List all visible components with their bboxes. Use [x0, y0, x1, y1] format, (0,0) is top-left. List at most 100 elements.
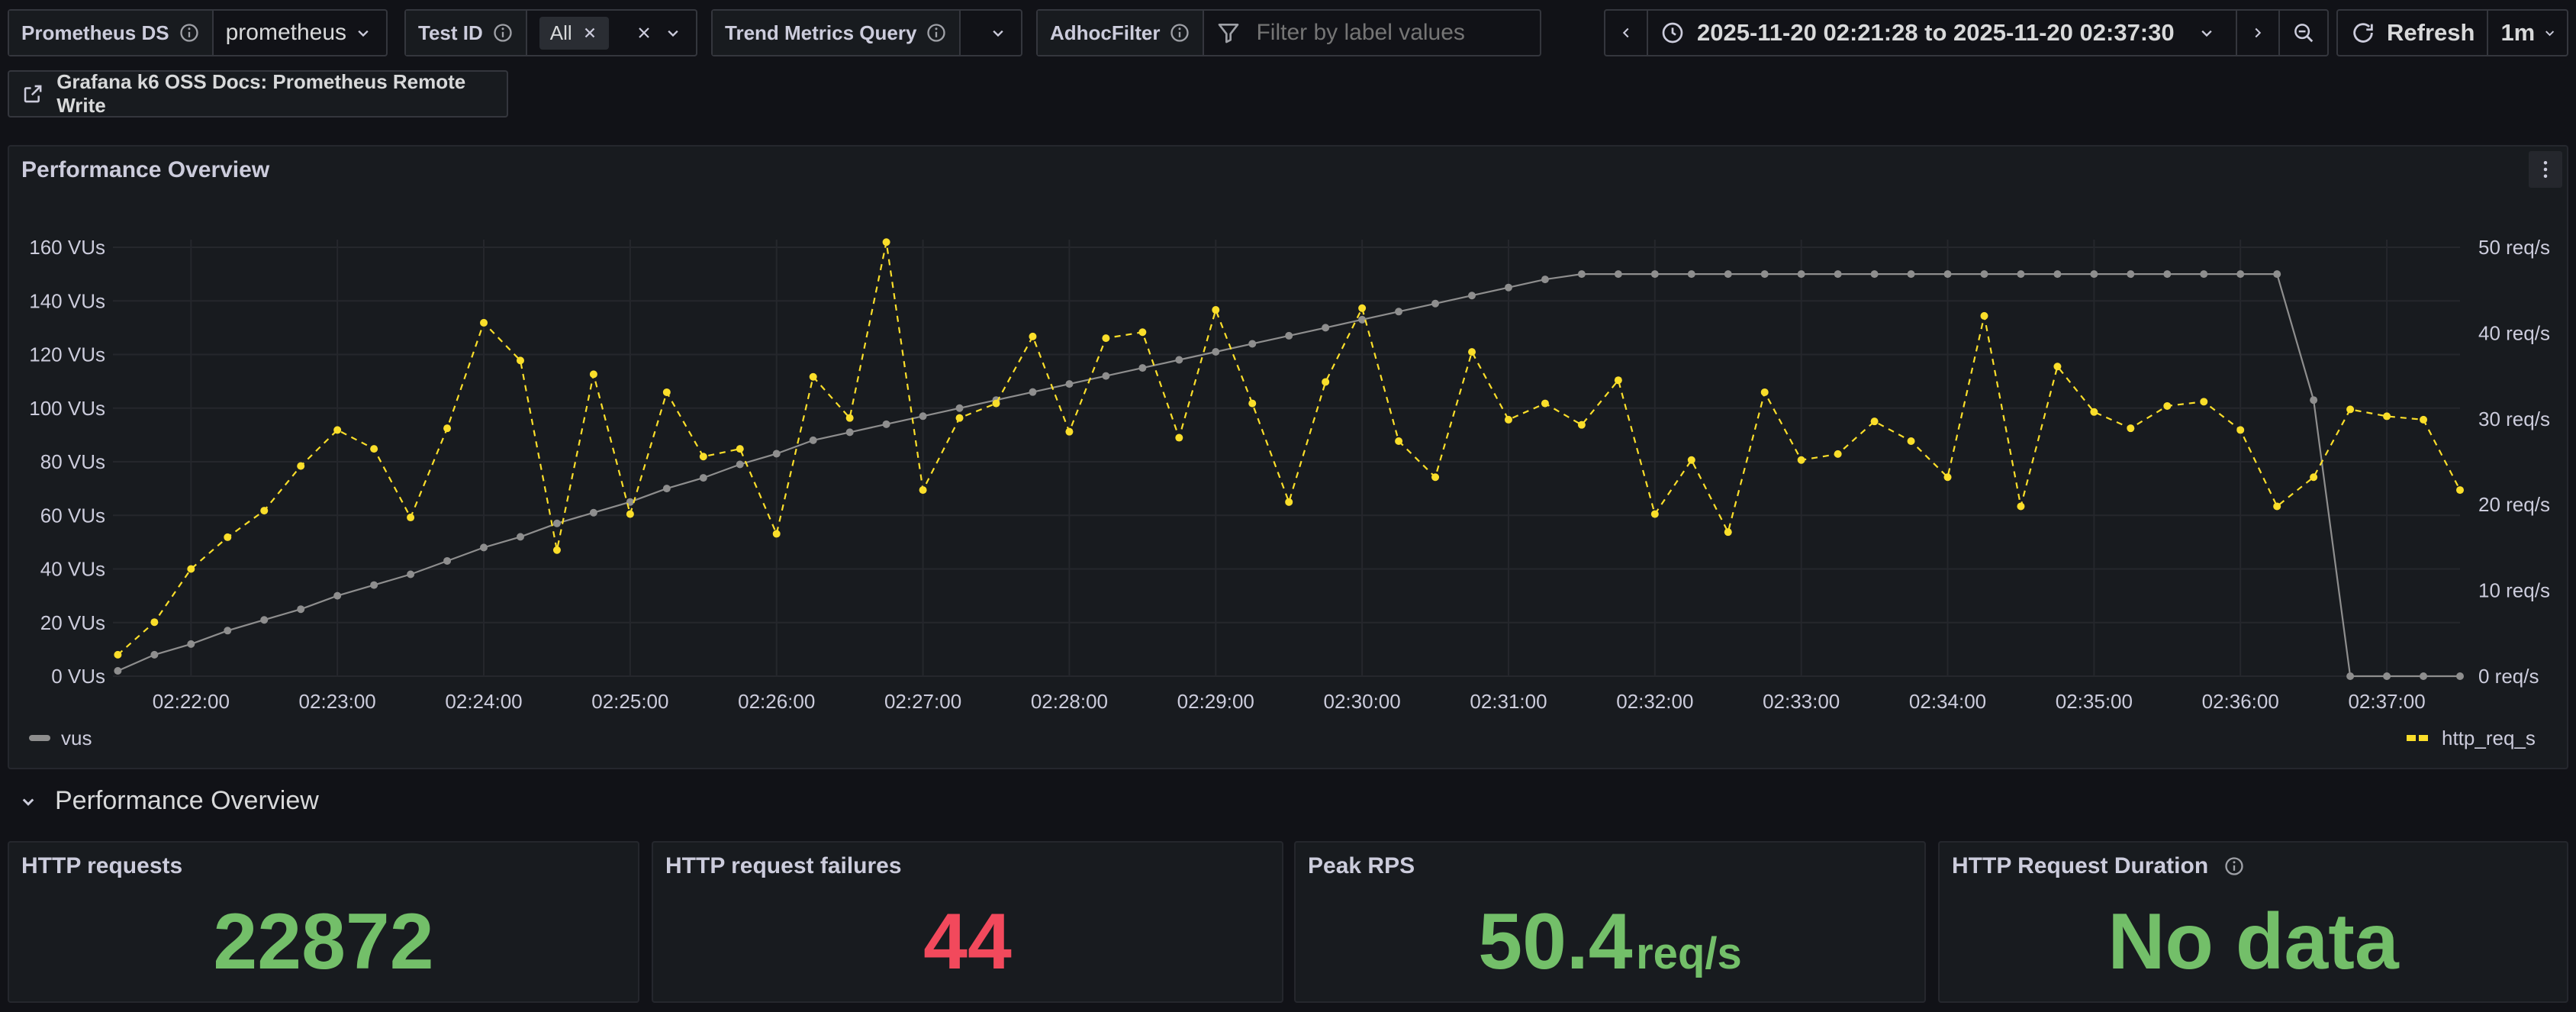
data-point-vus — [2053, 270, 2062, 279]
data-point-vus — [1687, 270, 1695, 279]
data-point-http_req_s — [297, 462, 305, 470]
y-left-tick-label: 160 VUs — [29, 236, 105, 259]
y-left-tick-label: 60 VUs — [40, 504, 105, 527]
data-point-vus — [2383, 672, 2391, 680]
data-point-vus — [809, 436, 817, 444]
data-point-http_req_s — [516, 356, 524, 365]
chevron-down-icon — [2545, 31, 2555, 37]
data-point-vus — [260, 616, 269, 624]
data-point-http_req_s — [1760, 388, 1769, 396]
stat-title: HTTP request failures — [665, 853, 902, 878]
stat-value: 50.4 — [1478, 898, 1633, 986]
zoom-out-button[interactable] — [2280, 11, 2327, 55]
data-point-http_req_s — [2456, 486, 2464, 495]
datasource-select[interactable]: prometheus — [214, 11, 386, 55]
refresh-button[interactable]: Refresh — [2338, 11, 2489, 55]
legend-swatch-http-req-s — [2419, 735, 2428, 741]
refresh-interval-select[interactable]: 1m — [2488, 11, 2571, 55]
data-point-http_req_s — [2053, 363, 2062, 371]
docs-link-label: Grafana k6 OSS Docs: Prometheus Remote W… — [56, 70, 466, 117]
y-left-tick-label: 40 VUs — [40, 558, 105, 581]
data-point-http_req_s — [1175, 433, 1183, 442]
data-point-http_req_s — [1322, 378, 1330, 386]
data-point-vus — [2127, 270, 2135, 279]
stat-title: Peak RPS — [1308, 853, 1415, 878]
x-tick-label: 02:31:00 — [1470, 690, 1547, 713]
data-point-vus — [1504, 283, 1512, 292]
data-point-http_req_s — [2310, 473, 2318, 482]
row-title: Performance Overview — [55, 786, 319, 815]
data-point-vus — [699, 474, 707, 482]
test-id-label: Test ID — [418, 21, 483, 44]
data-point-http_req_s — [589, 370, 597, 379]
adhoc-filter-input-wrap[interactable] — [1204, 11, 1560, 55]
y-left-tick-label: 120 VUs — [29, 343, 105, 366]
x-tick-label: 02:32:00 — [1616, 690, 1693, 713]
y-right-tick-label: 20 req/s — [2478, 493, 2550, 516]
stat-value: No data — [2107, 898, 2399, 986]
data-point-http_req_s — [150, 618, 159, 627]
x-tick-label: 02:27:00 — [884, 690, 961, 713]
x-tick-label: 02:22:00 — [153, 690, 230, 713]
data-point-vus — [1870, 270, 1879, 279]
x-tick-label: 02:28:00 — [1031, 690, 1108, 713]
adhoc-filter-input[interactable] — [1254, 19, 1548, 47]
row-header[interactable]: Performance Overview — [17, 786, 319, 816]
timeseries-chart[interactable]: 0 VUs 20 VUs 40 VUs 60 VUs 80 VUs 100 VUs 120 … — [9, 147, 2567, 768]
test-id-variable: Test ID All — [404, 9, 697, 56]
datasource-label: Prometheus DS — [21, 21, 169, 44]
info-icon[interactable] — [179, 22, 200, 44]
data-point-vus — [1102, 372, 1110, 380]
x-tick-label: 02:35:00 — [2056, 690, 2133, 713]
info-icon[interactable] — [492, 22, 514, 44]
data-point-vus — [1760, 270, 1769, 279]
y-right-tick-label: 40 req/s — [2478, 321, 2550, 344]
info-icon[interactable] — [2223, 856, 2245, 877]
data-point-http_req_s — [1870, 417, 1879, 426]
stat-peak-rps: Peak RPS 50.4 req/s — [1294, 841, 1926, 1003]
data-point-http_req_s — [662, 388, 671, 396]
chevron-down-icon — [22, 798, 34, 806]
docs-link[interactable]: Grafana k6 OSS Docs: Prometheus Remote W… — [8, 70, 508, 118]
info-icon[interactable] — [926, 22, 947, 44]
data-point-vus — [2017, 270, 2025, 279]
time-forward-button[interactable] — [2237, 11, 2280, 55]
datasource-variable: Prometheus DS prometheus — [8, 9, 388, 56]
data-point-http_req_s — [2127, 424, 2135, 433]
data-point-http_req_s — [1614, 376, 1622, 385]
data-point-vus — [2456, 672, 2464, 680]
data-point-vus — [1541, 276, 1549, 284]
data-point-http_req_s — [1797, 456, 1805, 464]
remove-chip-icon[interactable] — [581, 24, 598, 41]
test-id-select[interactable]: All — [527, 11, 696, 55]
stat-value-wrap: 50.4 req/s — [1296, 897, 1924, 988]
info-icon[interactable] — [1169, 22, 1190, 44]
time-back-button[interactable] — [1605, 11, 1648, 55]
time-range-text: 2025-11-20 02:21:28 to 2025-11-20 02:37:… — [1697, 19, 2175, 46]
stat-title-wrap: HTTP Request Duration — [1952, 853, 2245, 879]
data-point-http_req_s — [407, 514, 415, 522]
data-point-http_req_s — [1029, 332, 1037, 340]
test-id-label-wrap: Test ID — [406, 11, 527, 55]
data-point-http_req_s — [2200, 398, 2208, 406]
data-point-http_req_s — [919, 486, 927, 495]
y-right-tick-label: 0 req/s — [2478, 665, 2539, 688]
data-point-http_req_s — [333, 426, 342, 434]
time-range-button[interactable]: 2025-11-20 02:21:28 to 2025-11-20 02:37:… — [1648, 11, 2237, 55]
data-point-vus — [1943, 270, 1952, 279]
chevron-down-icon — [993, 30, 1003, 37]
data-point-http_req_s — [882, 238, 890, 247]
legend-label-http-req-s: http_req_s — [2442, 727, 2536, 749]
data-point-vus — [1907, 270, 1915, 279]
data-point-http_req_s — [1650, 510, 1659, 518]
data-point-vus — [2310, 396, 2318, 404]
panel-menu-button[interactable] — [2529, 151, 2562, 188]
data-point-vus — [1395, 308, 1403, 316]
clear-icon[interactable] — [635, 24, 653, 42]
trend-query-select[interactable] — [961, 11, 1021, 55]
data-point-vus — [1212, 347, 1220, 356]
data-point-http_req_s — [992, 399, 1000, 408]
adhoc-label-wrap: AdhocFilter — [1038, 11, 1205, 55]
data-point-http_req_s — [224, 533, 232, 541]
clock-icon — [1662, 22, 1683, 44]
